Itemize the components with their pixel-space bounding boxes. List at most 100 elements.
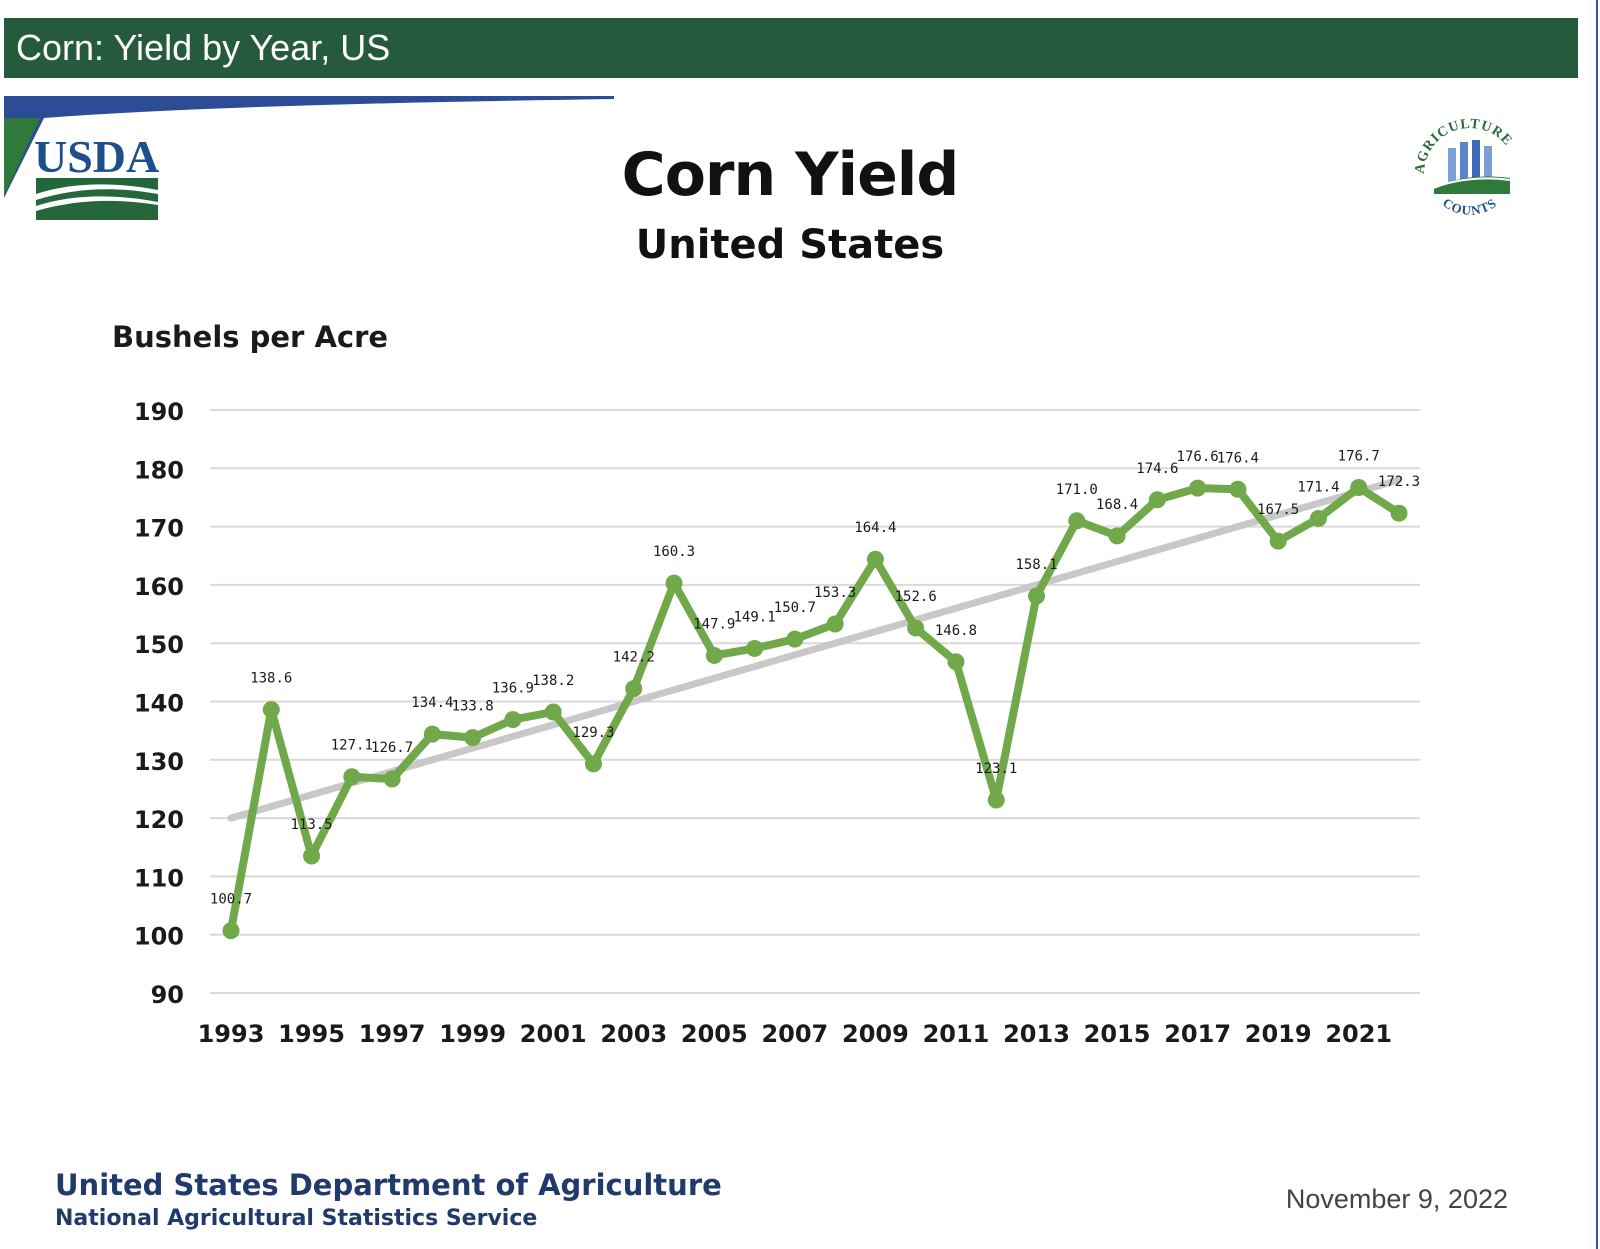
data-point [584, 755, 602, 773]
data-label: 149.1 [734, 609, 776, 625]
series-line-corn-yield [227, 483, 1403, 935]
y-tick-label: 140 [134, 690, 184, 718]
x-tick-label: 2007 [761, 1020, 828, 1048]
y-tick-label: 90 [151, 981, 184, 1009]
x-tick-label: 2021 [1325, 1020, 1392, 1048]
data-label: 133.8 [452, 699, 494, 715]
data-point [383, 770, 401, 788]
data-label: 152.6 [895, 589, 937, 605]
y-tick-label: 160 [134, 573, 184, 601]
data-point [1068, 512, 1086, 530]
svg-text:COUNTS: COUNTS [1440, 195, 1499, 218]
data-label: 168.4 [1096, 497, 1138, 513]
agriculture-counts-logo: AGRICULTURE COUNTS [1413, 118, 1514, 218]
usda-logo-text: USDA [34, 132, 159, 182]
footer-date: November 9, 2022 [1285, 1184, 1508, 1214]
data-point [746, 639, 764, 657]
y-axis-label: Bushels per Acre [112, 320, 389, 354]
data-point [786, 630, 804, 648]
x-tick-label: 2005 [681, 1020, 748, 1048]
trend-line [227, 476, 1403, 822]
data-label: 171.4 [1297, 479, 1339, 495]
data-point [423, 725, 441, 743]
data-point [504, 711, 522, 729]
data-label: 150.7 [774, 600, 816, 616]
y-tick-label: 100 [134, 923, 184, 951]
data-point [1269, 532, 1287, 550]
x-tick-label: 2009 [842, 1020, 909, 1048]
data-label: 138.2 [532, 673, 574, 689]
data-label: 138.6 [250, 671, 292, 687]
corn-yield-chart: 90 100 110 120 130 140 150 160 170 180 190 1993 1995… [134, 398, 1420, 1048]
data-point [907, 619, 925, 637]
data-point [343, 768, 361, 786]
data-label: 176.6 [1177, 449, 1219, 465]
header-bar: Corn: Yield by Year, US [4, 18, 1578, 78]
data-point [947, 653, 965, 671]
y-tick-label: 130 [134, 748, 184, 776]
data-label: 126.7 [371, 740, 413, 756]
data-point [705, 646, 723, 664]
x-tick-label: 1997 [359, 1020, 426, 1048]
data-label: 172.3 [1378, 474, 1420, 490]
data-label: 174.6 [1136, 461, 1178, 477]
data-point [544, 703, 562, 721]
data-point [1309, 509, 1327, 527]
data-point [826, 615, 844, 633]
data-label: 127.1 [331, 738, 373, 754]
data-point [303, 847, 321, 865]
x-tick-label: 1999 [439, 1020, 506, 1048]
top-swoosh-decoration [4, 96, 614, 198]
data-label: 113.5 [290, 817, 332, 833]
y-tick-label: 190 [134, 398, 184, 426]
y-tick-label: 150 [134, 631, 184, 659]
right-edge-rule [1596, 0, 1598, 1249]
data-label: 176.4 [1217, 450, 1259, 466]
data-label: 146.8 [935, 623, 977, 639]
footer-agency: National Agricultural Statistics Service [55, 1206, 538, 1231]
data-label: 160.3 [653, 544, 695, 560]
x-tick-label: 2019 [1245, 1020, 1312, 1048]
data-label: 158.1 [1015, 557, 1057, 573]
data-point [866, 550, 884, 568]
data-label: 147.9 [693, 616, 735, 632]
data-label: 100.7 [210, 892, 252, 908]
data-label: 136.9 [492, 681, 534, 697]
data-point [1189, 479, 1207, 497]
x-tick-label: 1995 [278, 1020, 345, 1048]
data-label: 123.1 [975, 761, 1017, 777]
data-point [1390, 504, 1408, 522]
data-point [625, 680, 643, 698]
data-point [665, 574, 683, 592]
data-label: 171.0 [1056, 482, 1098, 498]
data-label: 167.5 [1257, 502, 1299, 518]
data-point [222, 922, 240, 940]
y-tick-label: 110 [134, 864, 184, 892]
footer-department: United States Department of Agriculture [55, 1168, 722, 1202]
x-tick-label: 2011 [923, 1020, 990, 1048]
x-tick-label: 2015 [1084, 1020, 1151, 1048]
data-point [1108, 527, 1126, 545]
data-label: 129.3 [572, 725, 614, 741]
data-point [1028, 587, 1046, 605]
data-label: 176.7 [1338, 449, 1380, 465]
y-tick-label: 180 [134, 456, 184, 484]
usda-logo: USDA [34, 132, 159, 220]
data-point [262, 701, 280, 719]
x-tick-label: 2001 [520, 1020, 587, 1048]
x-tick-label: 2013 [1003, 1020, 1070, 1048]
data-point [1148, 491, 1166, 509]
page-title: Corn: Yield by Year, US [16, 27, 391, 68]
data-point [464, 729, 482, 747]
chart-title: Corn Yield [621, 140, 960, 210]
x-tick-label: 2003 [600, 1020, 667, 1048]
data-label: 153.3 [814, 585, 856, 601]
data-label: 164.4 [854, 520, 896, 536]
x-tick-label: 2017 [1164, 1020, 1231, 1048]
data-point [1229, 480, 1247, 498]
x-tick-label: 1993 [198, 1020, 265, 1048]
data-point [1350, 479, 1368, 497]
ag-logo-bottom-text: COUNTS [1440, 195, 1498, 218]
data-label: 134.4 [411, 695, 453, 711]
data-point [987, 791, 1005, 809]
